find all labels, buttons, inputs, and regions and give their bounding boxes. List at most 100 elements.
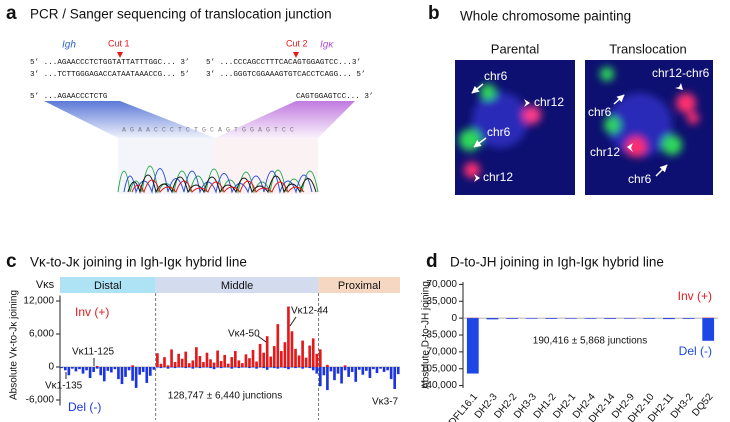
bar	[506, 318, 518, 319]
bar	[269, 367, 273, 368]
bar	[301, 340, 304, 367]
panel-letter: b	[428, 3, 440, 24]
annotation-line	[257, 335, 267, 343]
bar	[180, 367, 184, 368]
bar	[340, 367, 343, 384]
arrowhead	[627, 143, 633, 152]
bar	[230, 367, 234, 369]
bar	[156, 353, 159, 367]
bar	[233, 367, 237, 368]
igk-label: Igκ	[320, 40, 334, 51]
bar	[191, 367, 195, 369]
bar	[262, 367, 265, 369]
bar	[223, 354, 227, 367]
region-label: Middle	[221, 280, 253, 292]
x-tick-label: DFL16.1	[447, 391, 480, 422]
bar	[304, 357, 308, 367]
bar	[336, 367, 340, 374]
bar	[170, 367, 173, 368]
bar	[209, 367, 212, 369]
bar	[180, 358, 184, 367]
bar	[177, 367, 180, 368]
bar	[329, 367, 333, 372]
bar	[283, 342, 287, 367]
bar	[297, 367, 301, 368]
bar	[276, 324, 280, 367]
bar	[195, 367, 198, 368]
bar	[466, 318, 479, 374]
bar	[187, 363, 191, 367]
bar	[294, 348, 297, 367]
bar	[163, 357, 166, 367]
y-tick-label: 6,000	[29, 329, 54, 340]
bar	[81, 367, 85, 374]
bar	[272, 367, 276, 369]
bar	[525, 318, 538, 319]
bar	[326, 367, 329, 391]
arrowhead	[474, 174, 480, 182]
bar	[604, 318, 616, 319]
bar	[265, 367, 269, 370]
bar	[177, 353, 180, 367]
annotation: Vκ3-7	[372, 397, 399, 408]
fish-label: chr12	[590, 145, 620, 159]
bar	[248, 358, 251, 367]
fish-label: chr12-chr6	[652, 66, 710, 80]
y-tick-label: 140,000	[421, 380, 458, 391]
y-tick-label: 35,000	[426, 330, 457, 341]
legend-label: Del (-)	[68, 400, 101, 414]
bar	[643, 318, 656, 319]
bar	[663, 318, 675, 320]
fish-label: chr6	[484, 69, 508, 83]
bar	[283, 367, 287, 369]
annotation: 190,416 ± 5,868 junctions	[533, 336, 647, 347]
sequence: 5’ ...AGAACCCTCTG	[30, 93, 108, 101]
sequence: 3’ ...GGGTCGGAAAGTGTCACCTCAGG... 5’	[206, 71, 366, 79]
bar	[226, 363, 230, 367]
bar	[375, 367, 379, 374]
trace	[131, 179, 305, 194]
bar	[280, 367, 283, 368]
bar	[92, 367, 95, 372]
bar	[113, 367, 117, 370]
bar	[205, 367, 209, 368]
bar	[623, 318, 636, 319]
region-band	[60, 277, 156, 293]
bar	[311, 338, 315, 367]
image-title: Parental	[491, 41, 540, 56]
bar	[294, 367, 297, 369]
y-axis-label: Absolute D-to-JH joining	[421, 281, 432, 389]
bar	[269, 356, 273, 367]
bar	[311, 367, 315, 371]
bar	[255, 367, 258, 369]
y-tick-label: 0	[48, 362, 54, 373]
bar	[241, 367, 244, 368]
cut-marker	[293, 52, 299, 58]
bar	[290, 331, 294, 367]
bar	[255, 361, 258, 367]
bar	[173, 367, 177, 369]
bar	[159, 367, 163, 369]
bar	[287, 306, 290, 367]
bar	[110, 367, 113, 373]
bar	[237, 367, 241, 369]
bar	[63, 367, 67, 371]
panel-title: PCR / Sanger sequencing of translocation…	[30, 7, 332, 22]
annotation: Vκ12-44	[291, 306, 329, 317]
sequence: 5’ ...CCCAGCCTTTCACAGTGGAGTCC...3’	[206, 59, 361, 67]
bar	[195, 347, 198, 367]
bar	[78, 367, 81, 370]
fish-label: chr12	[483, 170, 513, 184]
panel-title: Whole chromosome painting	[460, 9, 631, 24]
trace	[123, 168, 313, 194]
junction-fan	[44, 101, 215, 138]
bar	[202, 362, 205, 367]
bar	[233, 351, 237, 367]
fish-label: chr6	[588, 105, 612, 119]
bar	[326, 364, 329, 367]
annotation-line	[289, 316, 297, 327]
legend-label: Inv (+)	[75, 305, 109, 319]
trace	[117, 165, 319, 194]
chart-title: Vκ-to-Jκ joining in Igh-Igκ hybrid line	[30, 255, 247, 270]
arrow	[655, 164, 668, 177]
